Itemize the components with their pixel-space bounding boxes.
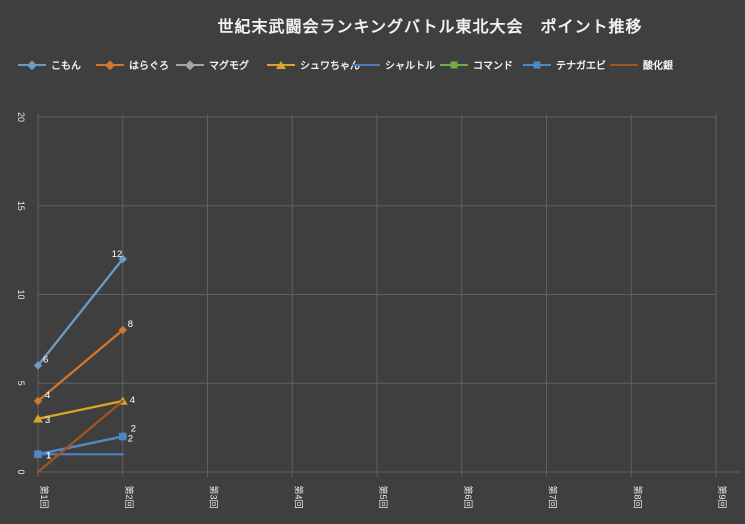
square-marker-icon [450, 61, 458, 68]
point-label-3-2: 2 [131, 424, 136, 435]
legend-item-7: テナガエビ [523, 57, 606, 72]
series-line-1 [36, 257, 124, 367]
y-tick-label-10: 10 [16, 289, 26, 299]
legend-label: はらぐろ [129, 61, 169, 72]
legend-line [610, 63, 638, 66]
legend-label: マグモグ [209, 61, 249, 72]
legend-item-3: マグモグ [176, 57, 249, 72]
x-tick-label-5: 第5回 [378, 485, 389, 508]
legend-item-4: シュワちゃん [267, 57, 360, 72]
legend-swatch [352, 59, 380, 71]
triangle-marker-icon [276, 60, 286, 69]
legend-label: シャルトル [385, 61, 435, 72]
x-tick-label-6: 第6回 [463, 485, 474, 508]
legend-label: テナガエビ [556, 61, 606, 72]
square-marker-icon [533, 61, 541, 68]
x-tick-label-9: 第9回 [717, 485, 728, 508]
legend-label: シュワちゃん [300, 61, 360, 72]
series-line-7 [36, 435, 124, 456]
series-line-4 [36, 399, 124, 420]
y-tick-label-5: 5 [16, 381, 26, 386]
legend-swatch [96, 59, 124, 71]
legend-item-2: はらぐろ [96, 57, 169, 72]
series-line-8 [36, 399, 124, 474]
point-label-3-1: 1 [46, 450, 51, 461]
x-tick-label-1: 第1回 [39, 485, 50, 508]
point-label-4-2: 4 [130, 395, 135, 406]
point-label-2-2: 8 [128, 319, 133, 330]
x-tick-label-7: 第7回 [548, 485, 559, 508]
point-label-1-2: 12 [112, 249, 123, 260]
x-tick-label-2: 第2回 [124, 485, 135, 508]
point-label-4-1: 3 [45, 415, 50, 426]
legend-item-1: こもん [18, 57, 81, 72]
series-marker-1-1 [33, 361, 43, 370]
x-tick-label-8: 第8回 [632, 485, 643, 508]
legend-swatch [610, 59, 638, 71]
legend: こもん はらぐろ マグモグ シュワちゃん シャルトル コマンド テナガエビ 酸化銀 [0, 57, 745, 73]
legend-line [352, 63, 380, 66]
x-tick-label-3: 第3回 [209, 485, 220, 508]
y-tick-label-15: 15 [16, 201, 26, 211]
chart-title: 世紀末武闘会ランキングバトル東北大会 ポイント推移 [217, 19, 643, 36]
point-label-7-2: 2 [128, 434, 133, 445]
legend-label: こもん [51, 61, 81, 72]
legend-label: 酸化銀 [643, 61, 673, 72]
y-tick-label-20: 20 [16, 112, 26, 122]
legend-swatch [176, 59, 204, 71]
series-line-2 [36, 328, 124, 403]
series-marker-1-2 [118, 254, 127, 264]
legend-label: コマンド [473, 61, 513, 72]
legend-item-8: 酸化銀 [610, 57, 673, 72]
x-tick-label-4: 第4回 [293, 485, 304, 508]
legend-swatch [267, 59, 295, 71]
legend-item-5: シャルトル [352, 57, 435, 72]
point-label-7-1: 1 [46, 450, 51, 461]
series-marker-4-1 [33, 414, 43, 423]
y-tick-label-0: 0 [16, 469, 26, 474]
point-label-1-1: 6 [43, 355, 48, 366]
legend-swatch [523, 59, 551, 71]
series-marker-7-2 [118, 432, 127, 441]
legend-swatch [18, 59, 46, 71]
series-marker-7-1 [34, 450, 42, 459]
series-marker-2-1 [33, 396, 43, 406]
legend-swatch [440, 59, 468, 71]
series-marker-2-2 [118, 325, 127, 335]
legend-item-6: コマンド [440, 57, 513, 72]
point-label-2-1: 4 [45, 390, 50, 401]
